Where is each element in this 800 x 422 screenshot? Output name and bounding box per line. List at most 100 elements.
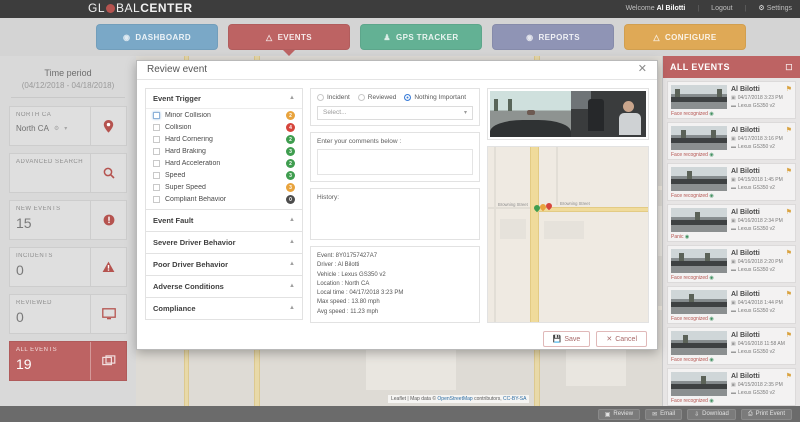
save-button[interactable]: 💾 Save [542, 331, 591, 347]
event-thumbnail[interactable] [671, 208, 727, 232]
trigger-row[interactable]: Compliant Behavior 0 [146, 194, 302, 206]
list-item[interactable]: Face recognized ◉ Al Bilotti ▣ 04/16/201… [667, 327, 796, 365]
accordion-compliance[interactable]: Compliance ▲ [145, 297, 303, 320]
dual-dashcam-view[interactable] [490, 90, 646, 137]
logout-link[interactable]: Logout [711, 4, 733, 12]
time-period-range[interactable]: (04/12/2018 - 04/18/2018) [21, 81, 115, 90]
sidebar-card-reviewed[interactable]: REVIEWED 0 [9, 294, 127, 334]
alert-circle-icon[interactable] [90, 201, 126, 239]
close-icon[interactable]: ✕ [637, 63, 647, 76]
search-icon[interactable] [90, 154, 126, 192]
tab-gps-tracker[interactable]: ♟ GPS TRACKER [360, 24, 482, 50]
list-item[interactable]: Face recognized ◉ Al Bilotti ▣ 04/17/201… [667, 81, 796, 119]
event-location-map[interactable]: Browning Street Browning Street [487, 145, 649, 323]
trigger-row[interactable]: Hard Acceleration 2 [146, 158, 302, 170]
classification-select[interactable]: Select... ▾ [317, 105, 473, 120]
email-button[interactable]: ✉ Email [645, 408, 683, 420]
trigger-checkbox[interactable] [153, 172, 160, 180]
sidebar-card-new-events[interactable]: NEW EVENTS 15 [9, 200, 127, 240]
accordion-adverse-conditions[interactable]: Adverse Conditions ▲ [145, 275, 303, 298]
flag-icon[interactable]: ⚑ [785, 168, 792, 175]
trigger-checkbox[interactable] [153, 136, 160, 144]
list-item[interactable]: Face recognized ◉ Al Bilotti ▣ 04/14/201… [667, 286, 796, 324]
flag-icon[interactable]: ⚑ [785, 373, 792, 380]
list-item[interactable]: Face recognized ◉ Al Bilotti ▣ 04/17/201… [667, 122, 796, 160]
sidebar-card-region[interactable]: NORTH CA North CA ⚙ ▾ [9, 106, 127, 146]
sidebar-card-incidents[interactable]: INCIDENTS 0 [9, 247, 127, 287]
all-events-panel: ALL EVENTS ☐ Face recognized ◉ [662, 56, 800, 406]
face-tag: Face recognized ◉ [671, 398, 714, 404]
trigger-row[interactable]: Hard Cornering 2 [146, 134, 302, 146]
event-thumbnail[interactable] [671, 249, 727, 273]
trigger-row[interactable]: Speed 3 [146, 170, 302, 182]
tab-reports[interactable]: ◉ REPORTS [492, 24, 614, 50]
sidebar-card-all-events[interactable]: ALL EVENTS 19 [9, 341, 127, 381]
download-button[interactable]: ⇩ Download [687, 408, 736, 420]
radio-incident[interactable]: Incident [317, 93, 350, 101]
event-thumbnail[interactable] [671, 85, 727, 109]
events-list[interactable]: Face recognized ◉ Al Bilotti ▣ 04/17/201… [663, 78, 800, 406]
event-thumbnail[interactable] [671, 372, 727, 396]
trigger-row[interactable]: Collision 4 [146, 122, 302, 134]
flag-icon[interactable]: ⚑ [785, 209, 792, 216]
folders-icon[interactable] [90, 342, 126, 380]
map-marker-icon[interactable] [90, 107, 126, 145]
history-box[interactable]: History: [310, 187, 480, 240]
trigger-label: Speed [165, 172, 186, 180]
classification-radios: Incident Reviewed Nothing Important [317, 93, 473, 101]
accordion-poor-driver-behavior[interactable]: Poor Driver Behavior ▲ [145, 253, 303, 276]
settings-link[interactable]: ⚙ Settings [758, 5, 792, 12]
trigger-checkbox[interactable] [153, 124, 160, 132]
accordion-event-fault[interactable]: Event Fault ▲ [145, 209, 303, 232]
video-box[interactable] [487, 87, 649, 140]
trigger-checkbox[interactable] [153, 196, 160, 204]
trigger-checkbox[interactable] [153, 148, 160, 156]
flag-icon[interactable]: ⚑ [785, 86, 792, 93]
event-thumbnail[interactable] [671, 331, 727, 355]
thumb-dashboard [671, 343, 727, 348]
event-trigger-header[interactable]: Event Trigger ▲ [146, 88, 302, 109]
tab-events[interactable]: △ EVENTS [228, 24, 350, 56]
region-select[interactable]: North CA ⚙ ▾ [16, 124, 84, 133]
trigger-checkbox[interactable] [153, 184, 160, 192]
logo-mid: BAL [116, 1, 141, 15]
gear-icon[interactable]: ⚙ [53, 126, 60, 132]
list-item[interactable]: Panic ◉ Al Bilotti ▣ 04/16/2018 2:34 PM … [667, 204, 796, 242]
trigger-row[interactable]: Super Speed 3 [146, 182, 302, 194]
cancel-button[interactable]: ✕ Cancel [596, 331, 647, 347]
flag-icon[interactable]: ⚑ [785, 291, 792, 298]
openstreetmap-link[interactable]: OpenStreetMap [437, 396, 473, 402]
print-event-button[interactable]: ⎙ Print Event [740, 408, 792, 420]
expand-icon[interactable]: ☐ [785, 62, 793, 72]
radio-reviewed[interactable]: Reviewed [357, 93, 396, 101]
comments-input[interactable] [317, 148, 473, 175]
list-item[interactable]: Face recognized ◉ Al Bilotti ▣ 04/15/201… [667, 368, 796, 406]
radio-nothing-important[interactable]: Nothing Important [404, 93, 466, 101]
chevron-down-icon[interactable]: ▾ [64, 126, 68, 132]
list-item[interactable]: Face recognized ◉ Al Bilotti ▣ 04/15/201… [667, 163, 796, 201]
app-logo[interactable]: GL BALCENTER [88, 1, 193, 15]
flag-icon[interactable]: ⚑ [785, 250, 792, 257]
trigger-row[interactable]: Minor Collision 2 [146, 110, 302, 122]
list-item[interactable]: Face recognized ◉ Al Bilotti ▣ 04/16/201… [667, 245, 796, 283]
flag-icon[interactable]: ⚑ [785, 127, 792, 134]
trigger-checkbox[interactable] [153, 160, 160, 168]
trigger-checkbox[interactable] [153, 112, 160, 120]
monitor-icon[interactable] [90, 295, 126, 333]
event-thumbnail[interactable] [671, 167, 727, 191]
event-thumbnail[interactable] [671, 290, 727, 314]
thumb-dashboard [671, 97, 727, 102]
tab-dashboard[interactable]: ◉ DASHBOARD [96, 24, 218, 50]
tab-configure[interactable]: △ CONFIGURE [624, 24, 746, 50]
warning-triangle-icon[interactable] [90, 248, 126, 286]
sidebar-card-advanced-search[interactable]: ADVANCED SEARCH [9, 153, 127, 193]
accordion-severe-driver-behavior[interactable]: Severe Driver Behavior ▲ [145, 231, 303, 254]
end-marker-icon[interactable] [544, 201, 554, 211]
event-thumbnail[interactable] [671, 126, 727, 150]
car-icon: ▬ [731, 103, 736, 109]
review-button[interactable]: ▣ Review [597, 408, 641, 420]
trigger-row[interactable]: Hard Braking 3 [146, 146, 302, 158]
license-link[interactable]: CC-BY-SA [503, 396, 527, 402]
flag-icon[interactable]: ⚑ [785, 332, 792, 339]
roadside-tree [494, 99, 498, 112]
